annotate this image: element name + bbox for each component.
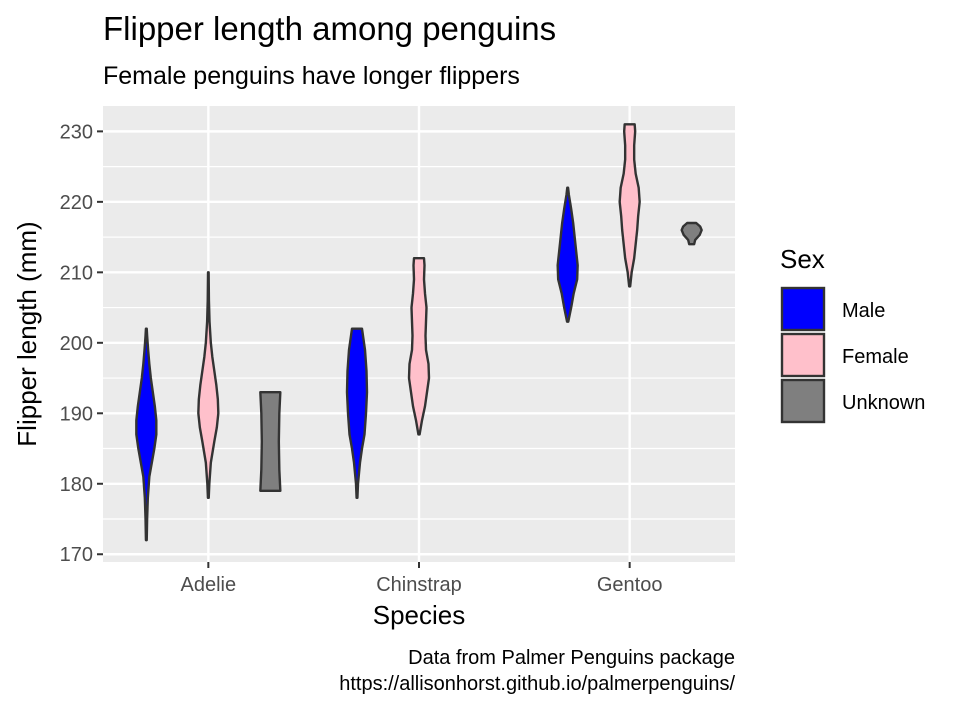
violins	[135, 123, 703, 542]
caption-line-1: Data from Palmer Penguins package	[408, 647, 735, 669]
x-tick-label: Adelie	[181, 574, 237, 596]
legend-label-unknown: Unknown	[842, 392, 925, 414]
legend: Male Female Unknown	[780, 286, 925, 424]
legend-swatch-male	[780, 286, 826, 332]
legend-label-male: Male	[842, 300, 885, 322]
x-axis: Adelie Chinstrap Gentoo	[181, 562, 663, 596]
violin-adelie-unknown	[259, 390, 282, 493]
y-tick-label: 230	[60, 121, 93, 143]
legend-label-female: Female	[842, 346, 909, 368]
x-tick-label: Chinstrap	[376, 574, 462, 596]
legend-swatch-unknown	[780, 378, 826, 424]
chart-subtitle: Female penguins have longer flippers	[103, 62, 520, 90]
y-tick-label: 180	[60, 474, 93, 496]
violin-chinstrap-male	[345, 327, 369, 500]
violin-gentoo-male	[556, 186, 579, 323]
y-tick-label: 210	[60, 262, 93, 284]
legend-swatch-female	[780, 332, 826, 378]
violin-adelie-female	[197, 271, 220, 500]
x-axis-title: Species	[373, 600, 466, 630]
y-tick-label: 200	[60, 333, 93, 355]
chart-title: Flipper length among penguins	[103, 10, 556, 47]
y-axis: 170 180 190 200 210 220 230	[60, 121, 103, 566]
violin-chinstrap-female	[407, 257, 431, 436]
y-tick-label: 170	[60, 544, 93, 566]
violin-gentoo-unknown	[680, 221, 703, 246]
x-tick-label: Gentoo	[597, 574, 663, 596]
legend-title: Sex	[780, 244, 825, 274]
violin-adelie-male	[135, 327, 158, 542]
y-tick-label: 220	[60, 192, 93, 214]
y-axis-title: Flipper length (mm)	[12, 221, 42, 446]
caption-line-2: https://allisonhorst.github.io/palmerpen…	[339, 673, 735, 695]
y-tick-label: 190	[60, 403, 93, 425]
violin-gentoo-female	[618, 123, 641, 288]
